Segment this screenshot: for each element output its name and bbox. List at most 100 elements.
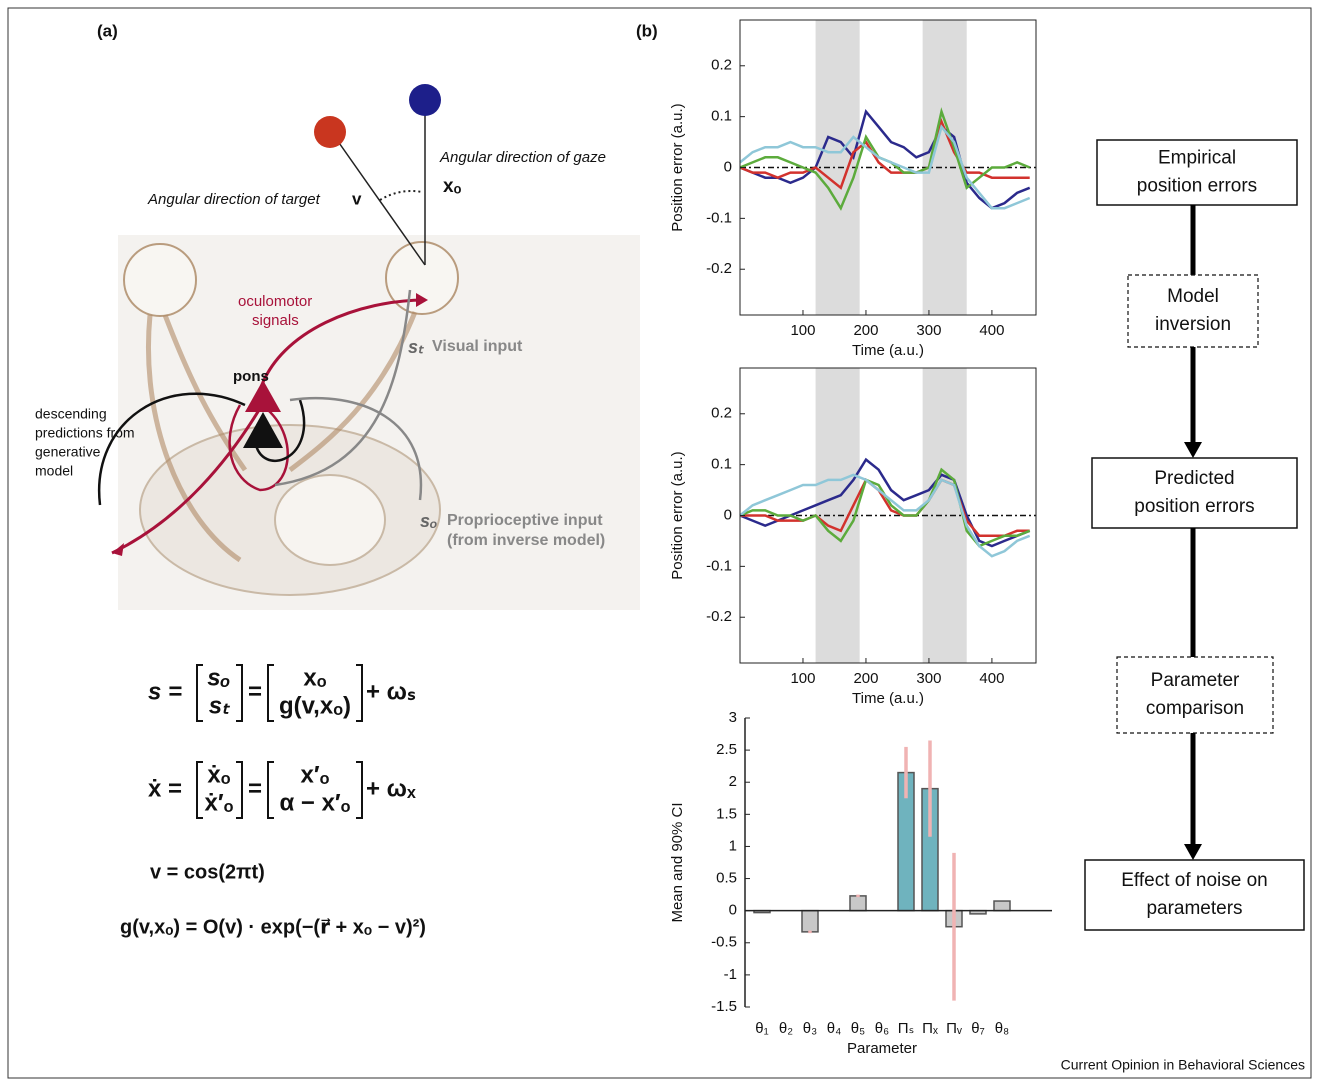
target-symbol: v <box>352 189 362 208</box>
series-line <box>740 477 1030 538</box>
flow-node-label: inversion <box>1155 314 1231 335</box>
bar <box>849 895 867 912</box>
plot-area <box>740 20 1036 315</box>
x-tick-label: 200 <box>853 322 878 339</box>
flow-node-label: position errors <box>1137 176 1257 197</box>
y-tick-label: 0 <box>729 902 737 919</box>
flow-node-label: Parameter <box>1151 670 1240 691</box>
proprio-arrow <box>289 396 423 501</box>
series-line <box>739 108 1031 210</box>
y-tick-label: 1.5 <box>716 805 737 822</box>
oculomotor-label: oculomotor <box>238 293 312 310</box>
equation: v = cos(2πt) <box>150 861 265 883</box>
equation-part: + ωₛ <box>366 678 416 705</box>
x-tick-label: θ₃ <box>803 1020 817 1037</box>
y-tick-label: -1 <box>724 966 737 983</box>
angle-arrow <box>379 190 423 201</box>
x-axis-label: Time (a.u.) <box>852 690 924 707</box>
y-tick-label: -1.5 <box>711 998 737 1015</box>
gaze-dot <box>409 84 441 116</box>
cerebellum <box>274 474 386 566</box>
x-tick-label: 300 <box>916 670 941 687</box>
y-tick-label: -0.1 <box>706 557 732 574</box>
y-tick-label: -0.2 <box>706 260 732 277</box>
x-tick-label: 100 <box>790 670 815 687</box>
pons-triangle <box>245 380 281 412</box>
y-tick-label: 0.1 <box>711 108 732 125</box>
x-tick-label: θ₇ <box>971 1020 985 1037</box>
x-tick-label: θ₁ <box>755 1020 768 1037</box>
descending-label: model <box>35 463 73 479</box>
y-tick-label: 0.2 <box>711 405 732 422</box>
y-tick-label: 0.1 <box>711 456 732 473</box>
y-axis-label: Position error (a.u.) <box>669 451 686 579</box>
x-axis-label: Parameter <box>847 1040 917 1057</box>
arrowhead <box>1184 844 1202 860</box>
x-tick-label: 400 <box>979 322 1004 339</box>
flow-node-label: position errors <box>1134 496 1254 517</box>
target-dot <box>314 116 346 148</box>
equation-part: xₒ <box>303 664 326 691</box>
y-axis-label: Mean and 90% CI <box>669 802 686 922</box>
flow-node-label: Effect of noise on <box>1121 870 1267 891</box>
pons-triangle <box>243 412 283 448</box>
series-line <box>739 117 1030 190</box>
visual-label: Visual input <box>432 338 523 355</box>
equation-part: ẋₒ <box>207 761 230 788</box>
target-line <box>329 129 426 266</box>
gaze-label: Angular direction of gaze <box>439 149 606 166</box>
y-tick-label: 0.2 <box>711 57 732 74</box>
proprio-symbol: sₒ <box>420 511 438 531</box>
anatomy-illustration <box>97 84 640 610</box>
series-line <box>739 473 1031 558</box>
proprio-label: Proprioceptive input <box>447 512 603 529</box>
equation-part: ẋ′ₒ <box>205 789 234 816</box>
gaze-symbol: xₒ <box>443 176 462 197</box>
oculomotor-arrow <box>258 298 426 391</box>
left-eye <box>123 243 197 317</box>
visual-symbol: sₜ <box>408 337 424 357</box>
x-tick-label: 100 <box>790 322 815 339</box>
oculomotor-loop <box>228 404 289 492</box>
target-label: Angular direction of target <box>147 191 321 208</box>
x-tick-label: 300 <box>916 322 941 339</box>
arrowhead <box>416 293 428 307</box>
x-tick-label: Πₓ <box>922 1020 938 1037</box>
flow-node-label: Model <box>1167 286 1219 307</box>
equation-part: s = <box>148 678 182 705</box>
arrowhead <box>1184 442 1202 458</box>
x-tick-label: 200 <box>853 670 878 687</box>
x-tick-label: θ₄ <box>827 1020 841 1037</box>
y-tick-label: 3 <box>729 709 737 726</box>
right-eye <box>385 241 459 315</box>
x-tick-label: θ₂ <box>779 1020 793 1037</box>
flow-node-label: comparison <box>1146 698 1244 719</box>
y-tick-label: 0 <box>724 158 732 175</box>
panel-label: (a) <box>97 21 118 40</box>
equation-part: = <box>248 775 262 802</box>
equation-part: sₒ <box>207 664 231 691</box>
x-tick-label: Πᵥ <box>946 1020 962 1037</box>
flow-node <box>1096 139 1298 206</box>
equation-part: α − x′ₒ <box>279 789 350 816</box>
proprio-label: (from inverse model) <box>447 532 605 549</box>
flow-node <box>1091 457 1298 529</box>
descending-arrow <box>97 392 246 506</box>
figure-border <box>7 7 1312 1079</box>
credit: Current Opinion in Behavioral Sciences <box>1061 1057 1305 1073</box>
descending-loop <box>253 399 306 462</box>
y-tick-label: 1 <box>729 837 737 854</box>
flow-node-label: Predicted <box>1154 468 1234 489</box>
x-axis-label: Time (a.u.) <box>852 342 924 359</box>
y-tick-label: -0.1 <box>706 209 732 226</box>
y-tick-label: 2.5 <box>716 741 737 758</box>
x-tick-label: θ₅ <box>851 1020 865 1037</box>
x-tick-label: 400 <box>979 670 1004 687</box>
oculomotor-arrow <box>111 399 267 555</box>
pons-label: pons <box>233 368 269 385</box>
panel-label: (b) <box>636 21 658 40</box>
flow-node <box>1084 859 1305 931</box>
equation: g(v,xₒ) = O(v) · exp(−(r⃗ + xₒ − v)²) <box>120 916 426 938</box>
bar <box>993 900 1011 912</box>
